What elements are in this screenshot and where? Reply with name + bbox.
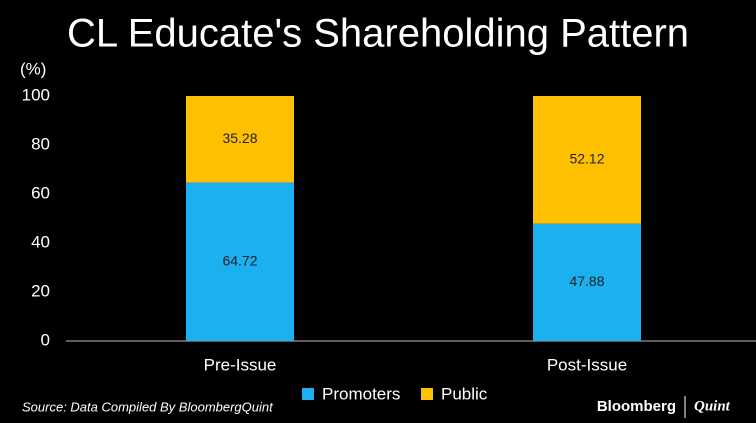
bar-segment (533, 223, 641, 341)
bar-segment (186, 182, 294, 341)
bar-segment (186, 96, 294, 183)
legend-swatch (302, 388, 314, 400)
legend-label: Promoters (322, 384, 400, 403)
y-tick-label: 40 (31, 232, 50, 251)
y-tick-label: 0 (41, 330, 50, 349)
x-tick-label: Pre-Issue (204, 355, 277, 374)
data-label: 35.28 (222, 130, 257, 146)
y-tick-label: 80 (31, 134, 50, 153)
y-tick-label: 100 (22, 85, 50, 104)
brand-name: Quint (694, 398, 731, 414)
bar-segment (533, 96, 641, 224)
source-note: Source: Data Compiled By BloombergQuint (22, 399, 274, 414)
legend-swatch (421, 388, 433, 400)
y-tick-label: 20 (31, 281, 50, 300)
chart-title: CL Educate's Shareholding Pattern (67, 12, 689, 56)
data-label: 47.88 (569, 273, 604, 289)
x-tick-label: Post-Issue (547, 355, 627, 374)
legend-label: Public (441, 384, 488, 403)
brand-name: Bloomberg (597, 398, 676, 415)
y-axis-label: (%) (20, 59, 46, 78)
data-label: 64.72 (222, 252, 257, 268)
y-tick-label: 60 (31, 183, 50, 202)
data-label: 52.12 (569, 151, 604, 167)
